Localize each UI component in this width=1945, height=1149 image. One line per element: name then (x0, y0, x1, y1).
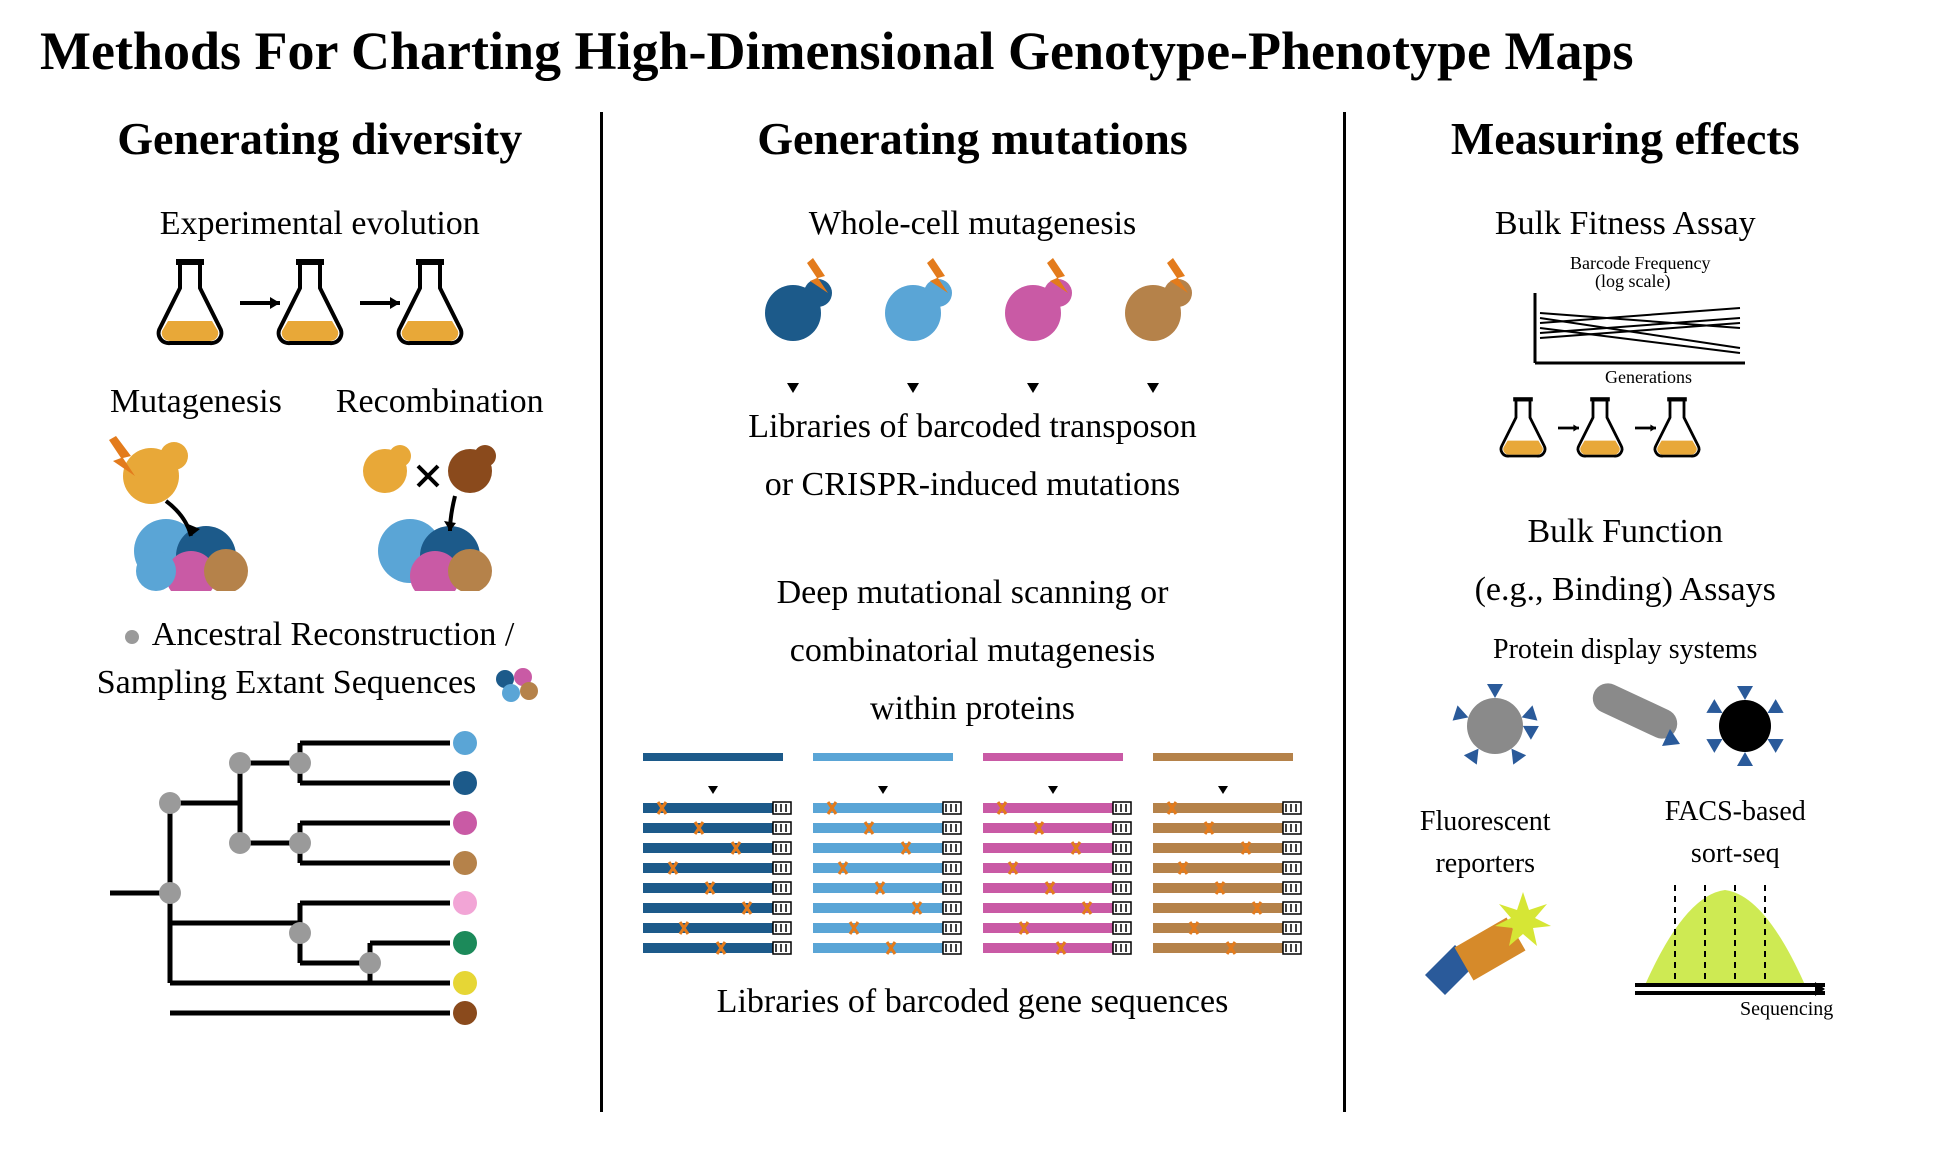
phylogeny-tree-icon (90, 723, 550, 1043)
label-dms3: within proteins (870, 690, 1075, 728)
label-ancestral: Ancestral Reconstruction / (97, 616, 543, 654)
facs-sortseq-icon: Sequencing (1625, 875, 1845, 1025)
label-dms2: combinatorial mutagenesis (790, 632, 1155, 670)
fluorescent-reporter-icon (1405, 885, 1565, 1015)
label-lib-transposon: Libraries of barcoded transposon (748, 408, 1196, 446)
label-protein-display: Protein display systems (1493, 634, 1757, 666)
recombination-icon (340, 431, 540, 591)
label-recombination: Recombination (336, 383, 544, 421)
label-fluorescent: Fluorescent (1420, 806, 1551, 838)
label-sequencing: Sequencing (1740, 998, 1833, 1020)
label-sampling: Sampling Extant Sequences (97, 664, 543, 703)
label-binding-assays: (e.g., Binding) Assays (1475, 571, 1776, 609)
col-effects: Measuring effects Bulk Fitness Assay Bar… (1346, 112, 1906, 1112)
chart-xlabel: Generations (1605, 367, 1692, 387)
whole-cell-icon (723, 253, 1223, 363)
fitness-flasks-icon (1495, 393, 1755, 473)
col1-title: Generating diversity (117, 112, 522, 165)
fitness-chart-icon: Barcode Frequency (log scale) Generation… (1475, 253, 1775, 393)
label-whole-cell: Whole-cell mutagenesis (809, 205, 1137, 243)
main-title: Methods For Charting High-Dimensional Ge… (40, 20, 1905, 82)
down-arrows-icon (723, 363, 1223, 398)
grey-dot-icon (125, 630, 139, 644)
label-dms1: Deep mutational scanning or (777, 574, 1169, 612)
chart-ylabel: Barcode Frequency (1570, 253, 1710, 273)
label-exp-evo: Experimental evolution (160, 205, 480, 243)
chart-ylabel2: (log scale) (1595, 271, 1670, 292)
flasks-evolution-icon (150, 253, 490, 353)
extant-dots-icon (493, 667, 543, 703)
label-lib-crispr: or CRISPR-induced mutations (765, 466, 1181, 504)
columns: Generating diversity Experimental evolut… (40, 112, 1905, 1112)
col3-title: Measuring effects (1451, 112, 1800, 165)
mutagenesis-icon (96, 431, 296, 591)
col2-title: Generating mutations (757, 112, 1188, 165)
label-bulk-fitness: Bulk Fitness Assay (1495, 205, 1756, 243)
label-sortseq: sort-seq (1691, 838, 1780, 870)
label-reporters: reporters (1435, 848, 1535, 880)
label-lib-gene: Libraries of barcoded gene sequences (717, 983, 1229, 1021)
col-diversity: Generating diversity Experimental evolut… (40, 112, 603, 1112)
label-facs: FACS-based (1665, 796, 1806, 828)
dms-sequences-icon (633, 753, 1313, 973)
label-mutagenesis: Mutagenesis (110, 383, 282, 421)
protein-display-icon (1445, 671, 1805, 781)
label-bulk-function: Bulk Function (1527, 513, 1723, 551)
col-mutations: Generating mutations Whole-cell mutagene… (603, 112, 1346, 1112)
